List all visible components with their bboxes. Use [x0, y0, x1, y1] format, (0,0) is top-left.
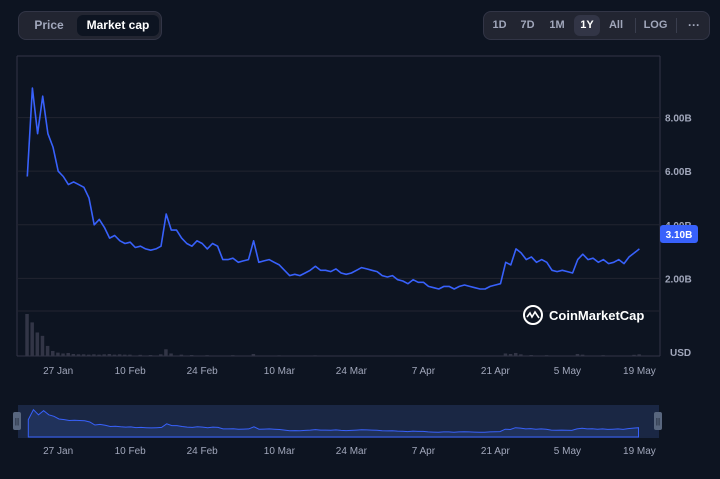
x-tick-label: 10 Mar — [264, 366, 296, 377]
volume-bar — [40, 335, 45, 356]
volume-bar — [169, 353, 173, 356]
navigator-x-tick-label: 24 Mar — [336, 446, 368, 457]
volume-bar — [148, 354, 153, 356]
market-cap-line — [26, 87, 640, 290]
volume-bar — [508, 353, 513, 356]
x-tick-label: 5 May — [554, 366, 581, 377]
range-1m-button[interactable]: 1M — [549, 19, 565, 31]
volume-bar — [117, 354, 122, 356]
volume-bar — [251, 353, 256, 356]
navigator-x-tick-label: 7 Apr — [412, 446, 436, 457]
volume-bar — [112, 354, 117, 356]
range-1d-button[interactable]: 1D — [492, 19, 507, 31]
volume-bar — [128, 354, 132, 356]
volume-bar — [51, 350, 55, 356]
navigator-x-tick-label: 10 Mar — [264, 446, 296, 457]
volume-bar — [519, 354, 523, 356]
navigator-right-grip-icon: || — [656, 417, 660, 426]
volume-bar — [637, 354, 641, 356]
price-tab[interactable]: Price — [34, 18, 64, 32]
x-tick-label: 19 May — [623, 366, 656, 377]
volume-bar — [25, 314, 29, 356]
volume-bar — [529, 354, 533, 356]
divider — [676, 18, 677, 33]
log-scale-button[interactable]: LOG — [643, 19, 668, 31]
volume-bar — [76, 354, 81, 356]
volume-bar — [164, 349, 168, 356]
current-value-label: 3.10B — [666, 230, 693, 241]
y-tick-label: 8.00B — [665, 114, 692, 125]
volume-bar — [71, 353, 76, 356]
marketcap-tab[interactable]: Market cap — [77, 15, 159, 36]
navigator-x-tick-label: 10 Feb — [115, 446, 147, 457]
y-tick-label: 6.00B — [665, 167, 692, 178]
x-tick-label: 21 Apr — [481, 366, 511, 377]
volume-bar — [544, 355, 549, 356]
navigator-left-grip-icon: || — [15, 417, 19, 426]
volume-bar — [61, 353, 65, 356]
x-tick-label: 24 Feb — [187, 366, 219, 377]
watermark-text: CoinMarketCap — [549, 308, 644, 323]
volume-bar — [513, 352, 518, 356]
navigator-x-tick-label: 21 Apr — [481, 446, 511, 457]
volume-bar — [189, 354, 194, 356]
x-tick-label: 24 Mar — [336, 366, 368, 377]
currency-label: USD — [670, 348, 691, 359]
volume-bar — [421, 355, 425, 356]
volume-bar — [632, 354, 636, 356]
volume-bar — [138, 354, 142, 356]
volume-bar — [457, 355, 461, 356]
volume-bar — [349, 355, 353, 356]
volume-bar — [159, 354, 163, 356]
volume-bar — [66, 352, 70, 356]
more-options-icon[interactable]: ··· — [688, 18, 700, 32]
volume-bar — [81, 354, 86, 356]
volume-bar — [30, 322, 34, 356]
y-tick-label: 2.00B — [665, 274, 692, 285]
price-marketcap-toggle: Price Market cap — [18, 11, 162, 40]
volume-bar — [123, 354, 127, 356]
navigator-left-handle[interactable] — [13, 412, 21, 430]
x-tick-label: 27 Jan — [43, 366, 73, 377]
range-7d-button[interactable]: 7D — [520, 19, 535, 31]
divider — [635, 18, 636, 33]
volume-bar — [87, 354, 91, 356]
navigator-right-handle[interactable] — [654, 412, 662, 430]
navigator-x-tick-label: 19 May — [623, 446, 656, 457]
volume-bar — [313, 355, 317, 356]
current-value-badge — [660, 225, 698, 243]
coinmarketcap-logo-icon — [523, 305, 543, 325]
volume-bar — [35, 332, 40, 356]
navigator-line — [27, 408, 639, 438]
x-tick-label: 10 Feb — [115, 366, 147, 377]
volume-bar — [601, 355, 605, 356]
volume-bar — [277, 355, 281, 356]
navigator-x-tick-label: 24 Feb — [187, 446, 219, 457]
volume-bar — [107, 353, 112, 356]
range-selector: 1D 7D 1M 1Y All LOG ··· — [483, 11, 710, 40]
volume-bar — [179, 354, 184, 356]
navigator-x-tick-label: 5 May — [554, 446, 581, 457]
volume-bar — [97, 354, 101, 356]
volume-bar — [580, 354, 585, 356]
range-all-button[interactable]: All — [608, 19, 624, 31]
x-tick-label: 7 Apr — [412, 366, 436, 377]
volume-bar — [56, 352, 60, 356]
volume-bar — [205, 355, 209, 356]
volume-bar — [45, 345, 50, 356]
volume-bar — [231, 355, 235, 356]
volume-bar — [390, 355, 395, 356]
range-1y-button[interactable]: 1Y — [574, 15, 600, 36]
navigator-x-tick-label: 27 Jan — [43, 446, 73, 457]
volume-bar — [92, 354, 96, 356]
volume-bar — [503, 353, 508, 356]
volume-bar — [575, 353, 580, 356]
volume-bar — [102, 354, 106, 356]
